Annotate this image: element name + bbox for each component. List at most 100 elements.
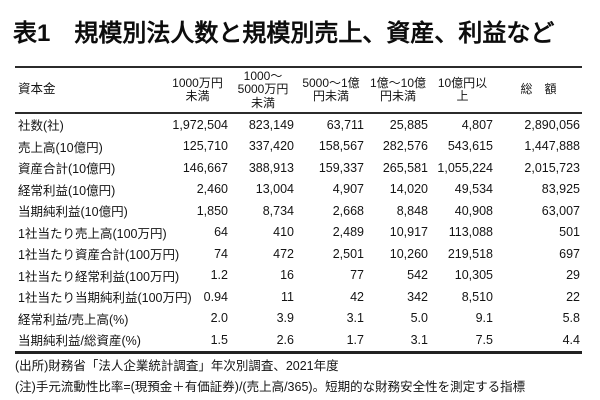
cell: 2,015,723 [524,160,580,175]
cell: 1.2 [210,268,228,283]
row-label: 売上高(10億円) [18,140,103,155]
cell: 125,710 [182,139,228,154]
cell: 342 [407,289,428,304]
footnotes: (出所)財務省「法人企業統計調査」年次別調査、2021年度 (注)手元流動性比率… [15,356,525,397]
cell: 4,807 [461,117,493,132]
table-row-net-income: 当期純利益(10億円) 1,850 8,734 2,668 8,848 40,9… [15,200,582,222]
cell: 8,510 [461,289,493,304]
cell: 337,420 [248,139,294,154]
cell: 265,581 [382,160,428,175]
cell: 8,848 [396,203,428,218]
cell: 63,007 [541,203,580,218]
cell: 8,734 [262,203,294,218]
statistics-table: 資本金 1000万円 未満 1000～ 5000万円 未満 5000～1億 円未… [15,66,582,354]
row-label: 当期純利益(10億円) [18,205,128,220]
method-note: (注)手元流動性比率=(現預金＋有価証券)/(売上高/365)。短期的な財務安全… [15,379,526,394]
table-row-return-on-assets: 当期純利益/総資産(%) 1.5 2.6 1.7 3.1 7.5 4.4 [15,329,582,352]
table-row-assets-per-company: 1社当たり資産合計(100万円) 74 472 2,501 10,260 219… [15,243,582,265]
table-row-net-income-per-company: 1社当たり当期純利益(100万円) 0.94 11 42 342 8,510 2… [15,286,582,308]
cell: 5.0 [410,311,428,326]
cell: 388,913 [248,160,294,175]
source-note: (出所)財務省「法人企業統計調査」年次別調査、2021年度 [15,359,339,373]
table-row-sales-per-company: 1社当たり売上高(100万円) 64 410 2,489 10,917 113,… [15,222,582,244]
cell: 42 [350,289,364,304]
cell: 63,711 [326,117,364,132]
row-label: 経常利益/売上高(%) [18,312,129,327]
cell: 2,489 [332,225,364,240]
cell: 219,518 [447,246,493,261]
cell: 1,055,224 [437,160,493,175]
table-row-ordinary-profit-per-company: 1社当たり経常利益(100万円) 1.2 16 77 542 10,305 29 [15,265,582,287]
cell: 159,337 [318,160,364,175]
cell: 29 [566,268,580,283]
cell: 7.5 [475,332,493,347]
cell: 25,885 [389,117,428,132]
cell: 22 [566,289,580,304]
cell: 697 [559,246,580,261]
cell: 10,260 [389,246,428,261]
table-row-total-assets: 資産合計(10億円) 146,667 388,913 159,337 265,5… [15,157,582,179]
cell: 472 [273,246,294,261]
row-label: 当期純利益/総資産(%) [18,334,141,349]
cell: 49,534 [454,182,493,197]
cell: 64 [214,225,228,240]
cell: 2,890,056 [524,117,580,132]
cell: 3.1 [410,332,428,347]
cell: 282,576 [382,139,428,154]
cell: 3.1 [346,311,364,326]
cell: 113,088 [448,225,493,240]
cell: 1,850 [196,203,228,218]
cell: 543,615 [447,139,493,154]
header-col-over-1b: 10億円以 上 [430,67,495,114]
cell: 10,305 [454,268,493,283]
row-label: 1社当たり経常利益(100万円) [18,269,180,284]
cell: 74 [214,246,228,261]
row-label: 1社当たり当期純利益(100万円) [18,291,192,306]
cell: 9.1 [475,311,493,326]
row-label: 1社当たり売上高(100万円) [18,226,167,241]
table-row-sales: 売上高(10億円) 125,710 337,420 158,567 282,57… [15,136,582,158]
row-label: 1社当たり資産合計(100万円) [18,248,180,263]
page-title: 表1 規模別法人数と規模別売上、資産、利益など [13,20,555,47]
cell: 410 [273,225,294,240]
row-label: 経常利益(10億円) [18,183,116,198]
cell: 1,447,888 [524,139,580,154]
cell: 14,020 [389,182,428,197]
cell: 0.94 [203,289,228,304]
cell: 11 [281,289,294,304]
header-col-total: 総 額 [495,67,582,114]
cell: 2,460 [196,182,228,197]
cell: 501 [559,225,580,240]
cell: 146,667 [182,160,228,175]
cell: 2,501 [332,246,364,261]
header-capital-label: 資本金 [15,67,165,114]
cell: 158,567 [318,139,364,154]
cell: 10,917 [389,225,428,240]
header-col-50m-100m: 5000～1億 円未満 [296,67,366,114]
cell: 4.4 [562,332,580,347]
cell: 3.9 [276,311,294,326]
cell: 77 [350,268,364,283]
header-col-under-10m: 1000万円 未満 [165,67,230,114]
cell: 2.6 [276,332,294,347]
cell: 5.8 [562,311,580,326]
cell: 16 [280,268,294,283]
row-label: 資産合計(10億円) [18,162,116,177]
table-row-profit-margin: 経常利益/売上高(%) 2.0 3.9 3.1 5.0 9.1 5.8 [15,308,582,330]
table-row-company-count: 社数(社) 1,972,504 823,149 63,711 25,885 4,… [15,113,582,136]
cell: 40,908 [454,203,493,218]
cell: 542 [407,268,428,283]
cell: 1.7 [346,332,364,347]
header-row: 資本金 1000万円 未満 1000～ 5000万円 未満 5000～1億 円未… [15,67,582,114]
cell: 1.5 [210,332,228,347]
cell: 4,907 [332,182,364,197]
table-row-ordinary-profit: 経常利益(10億円) 2,460 13,004 4,907 14,020 49,… [15,179,582,201]
header-col-100m-1b: 1億～10億 円未満 [366,67,430,114]
row-label: 社数(社) [18,119,64,134]
cell: 13,004 [255,182,294,197]
cell: 83,925 [541,182,580,197]
cell: 823,149 [248,117,294,132]
cell: 1,972,504 [172,117,228,132]
cell: 2,668 [332,203,364,218]
header-col-10m-50m: 1000～ 5000万円 未満 [230,67,296,114]
